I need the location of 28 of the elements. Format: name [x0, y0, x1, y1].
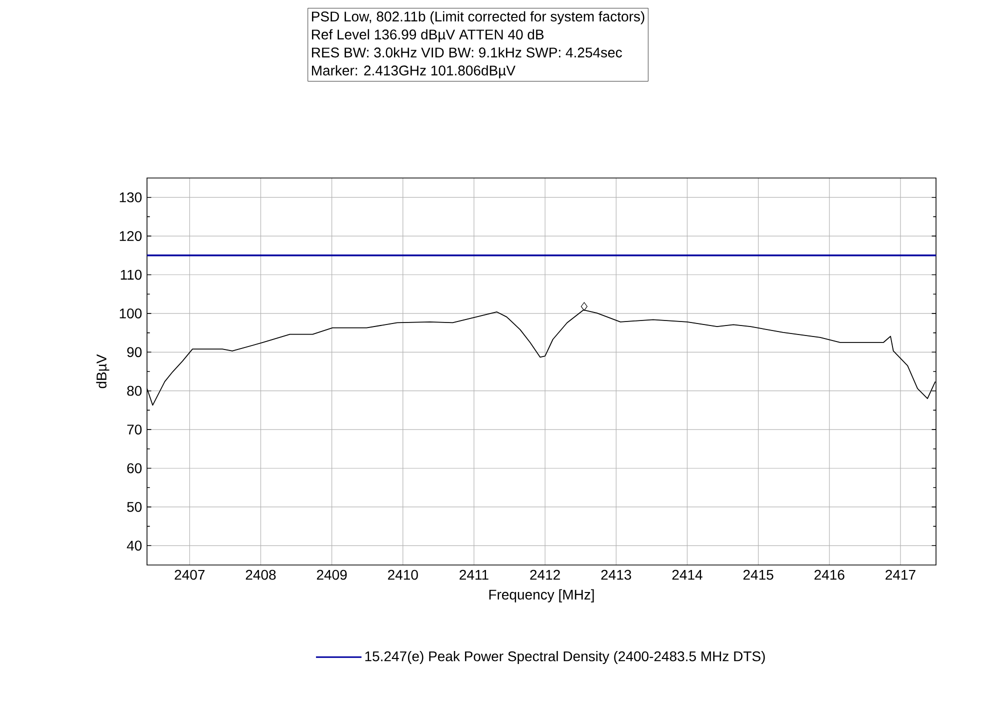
x-tick-label: 2413 — [601, 570, 632, 580]
y-tick-label: 110 — [120, 270, 142, 280]
x-tick-label: 2417 — [886, 570, 916, 580]
y-tick-label: 100 — [120, 308, 142, 318]
y-tick-label: 70 — [127, 424, 142, 435]
y-tick-label: 60 — [127, 463, 142, 474]
x-tick-label: 2409 — [316, 570, 347, 580]
text: Ref Level 136.99 dBµV ATTEN 40 dB — [312, 29, 544, 42]
x-tick-label: 2410 — [388, 570, 418, 580]
text: RES BW: 3.0kHz VID BW: 9.1kHz SWP: 4.254sec — [312, 47, 622, 58]
text: Marker: 2.413GHz 101.806dBµV — [312, 65, 516, 78]
y-tick-label: 50 — [127, 502, 142, 512]
text: PSD Low, 802.11b (Limit corrected for system factors) — [312, 11, 644, 24]
x-tick-label: 2408 — [246, 570, 276, 580]
x-tick-label: 2411 — [460, 570, 488, 580]
y-axis-title: dBµV — [96, 354, 110, 388]
y-tick-label: 80 — [127, 386, 142, 396]
x-tick-label: 2407 — [174, 570, 205, 580]
x-tick-label: 2414 — [672, 570, 702, 580]
y-tick-label: 40 — [126, 540, 142, 551]
legend-label: 15.247(e) Peak Power Spectral Density (2400-2483.5 MHz DTS) — [365, 650, 765, 664]
x-tick-label: 2416 — [814, 570, 844, 580]
x-tick-label: 2415 — [743, 570, 774, 580]
x-tick-label: 2412 — [530, 570, 560, 580]
y-tick-label: 130 — [120, 192, 142, 202]
x-axis-title: Frequency [MHz] — [489, 589, 594, 602]
y-tick-label: 90 — [127, 347, 142, 358]
y-tick-label: 120 — [120, 231, 142, 242]
